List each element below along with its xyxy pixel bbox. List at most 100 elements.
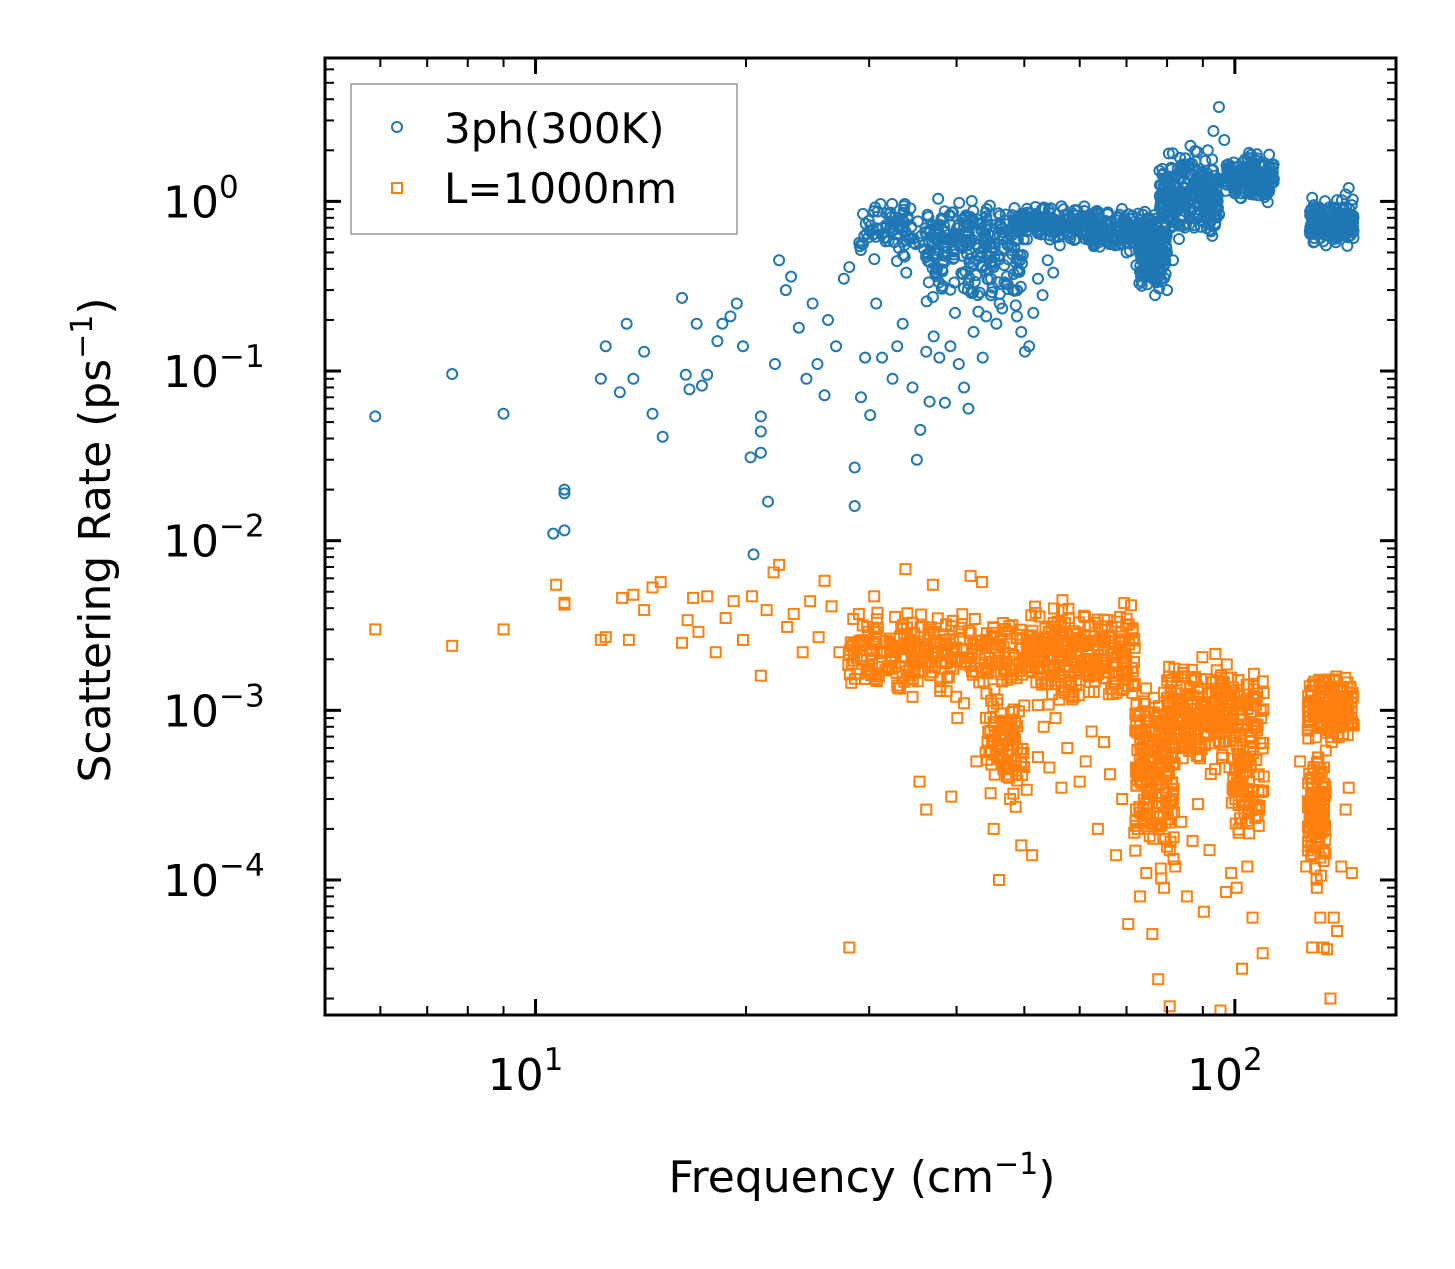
point-l1000nm [968, 612, 981, 625]
y-axis-label: Scattering Rate (ps−1) [65, 297, 121, 782]
point-3ph [971, 289, 984, 302]
point-l1000nm [1105, 635, 1118, 648]
point-l1000nm [1062, 602, 1075, 615]
point-3ph [910, 453, 923, 466]
point-3ph [754, 425, 767, 438]
point-l1000nm [976, 576, 989, 589]
point-l1000nm [1159, 833, 1172, 846]
point-3ph [972, 242, 985, 255]
point-l1000nm [952, 625, 965, 638]
point-3ph [558, 487, 571, 500]
point-3ph [497, 407, 510, 420]
point-3ph [1161, 284, 1174, 297]
point-l1000nm [1001, 625, 1014, 638]
point-l1000nm [967, 638, 980, 651]
point-l1000nm [1110, 686, 1123, 699]
point-3ph [1331, 194, 1344, 207]
point-l1000nm [964, 660, 977, 673]
point-3ph [985, 241, 998, 254]
point-l1000nm [1183, 682, 1196, 695]
point-l1000nm [1042, 698, 1055, 711]
point-l1000nm [773, 558, 786, 571]
point-3ph [1073, 222, 1086, 235]
point-l1000nm [1126, 680, 1139, 693]
point-3ph [957, 282, 970, 295]
point-l1000nm [1027, 638, 1040, 651]
point-3ph [779, 284, 792, 297]
point-3ph [984, 272, 997, 285]
point-l1000nm [1167, 831, 1180, 844]
point-l1000nm [1310, 809, 1323, 822]
point-3ph [1184, 203, 1197, 216]
point-l1000nm [998, 763, 1011, 776]
point-3ph [627, 372, 640, 385]
point-3ph [980, 262, 993, 275]
point-l1000nm [1214, 1004, 1227, 1015]
point-3ph [547, 527, 560, 540]
point-l1000nm [1073, 775, 1086, 788]
point-l1000nm [1141, 786, 1154, 799]
point-3ph [1002, 232, 1015, 245]
point-l1000nm [1212, 728, 1225, 741]
point-l1000nm [1007, 703, 1020, 716]
point-l1000nm [1246, 911, 1259, 924]
y-tick-label: 10−1 [163, 339, 265, 398]
point-3ph [1114, 230, 1127, 243]
point-3ph [1341, 239, 1354, 252]
point-l1000nm [1331, 925, 1344, 938]
point-l1000nm [727, 595, 740, 608]
point-l1000nm [1302, 732, 1315, 745]
point-3ph [676, 291, 689, 304]
point-l1000nm [701, 590, 714, 603]
point-l1000nm [1160, 840, 1173, 853]
tick-labels-layer: 101 102 100 10−1 10−2 10−3 10−4 [163, 169, 1263, 1101]
point-l1000nm [1026, 849, 1039, 862]
point-3ph [1151, 269, 1164, 282]
point-3ph [926, 290, 939, 303]
point-l1000nm [1009, 753, 1022, 766]
legend-label-l1000nm: L=1000nm [444, 164, 677, 213]
point-l1000nm [622, 633, 635, 646]
plot-frame [323, 56, 1398, 1017]
point-3ph [896, 317, 909, 330]
point-3ph [1037, 201, 1050, 214]
point-3ph [594, 372, 607, 385]
point-3ph [1053, 239, 1066, 252]
point-3ph [886, 372, 899, 385]
point-l1000nm [1067, 690, 1080, 703]
point-l1000nm [924, 627, 937, 640]
point-l1000nm [990, 657, 1003, 670]
x-axis-label: Frequency (cm−1) [669, 1147, 1056, 1203]
point-3ph [948, 276, 961, 289]
point-3ph [800, 372, 813, 385]
point-l1000nm [1300, 860, 1313, 873]
point-l1000nm [935, 649, 948, 662]
point-3ph [1234, 191, 1247, 204]
point-3ph [992, 207, 1005, 220]
point-l1000nm [865, 652, 878, 665]
point-l1000nm [781, 620, 794, 633]
point-3ph [1258, 188, 1271, 201]
point-3ph [701, 368, 714, 381]
point-l1000nm [916, 620, 929, 633]
point-3ph [1344, 222, 1357, 235]
point-3ph [973, 286, 986, 299]
point-l1000nm [1118, 597, 1131, 610]
point-l1000nm [883, 636, 896, 649]
point-3ph [1178, 221, 1191, 234]
point-l1000nm [1047, 616, 1060, 629]
legend-marker-l1000nm [391, 182, 403, 194]
point-3ph [927, 330, 940, 343]
point-3ph [870, 297, 883, 310]
point-l1000nm [982, 725, 995, 738]
point-l1000nm [1167, 853, 1180, 866]
point-l1000nm [1309, 731, 1322, 744]
point-3ph [1151, 256, 1164, 269]
point-l1000nm [1254, 704, 1267, 717]
point-3ph [754, 410, 767, 423]
point-l1000nm [1131, 709, 1144, 722]
point-3ph [888, 218, 901, 231]
point-3ph [1156, 169, 1169, 182]
point-l1000nm [1317, 941, 1330, 954]
point-l1000nm [1227, 772, 1240, 785]
